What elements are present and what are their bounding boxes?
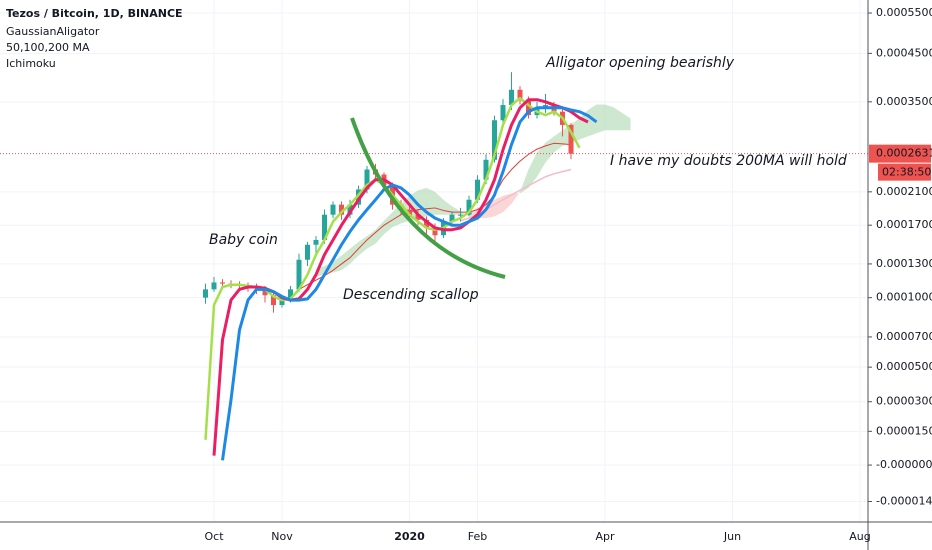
scallop-arc: [350, 117, 506, 279]
axes: 0.0005500 0.0004500 0.0003500 0.0002100 0.00…: [204, 6, 932, 543]
cloud-segment: [613, 107, 622, 131]
y-tick-label: 0.0001000: [876, 291, 932, 304]
cloud-segment: [358, 236, 367, 256]
candle-body: [407, 209, 412, 215]
cloud-segment: [528, 152, 537, 188]
x-tick-label: 2020: [394, 530, 425, 543]
candle-body: [322, 214, 327, 240]
candle-body: [330, 204, 336, 215]
indicator-line: [298, 142, 572, 290]
x-tick-label: Jun: [723, 530, 741, 543]
candle-body: [458, 214, 463, 216]
labels: Tezos / Bitcoin, 1D, BINANCE GaussianAli…: [6, 7, 847, 303]
indicator-label: Ichimoku: [6, 57, 56, 70]
candle-body: [424, 219, 429, 228]
y-tick-label: 0.0000500: [876, 360, 932, 373]
countdown-box: [878, 163, 931, 181]
candle-body: [466, 199, 472, 215]
y-tick-label: 0.0004500: [876, 46, 932, 59]
candle-body: [305, 244, 310, 260]
cloud-segment: [596, 104, 605, 134]
y-tick-label: 0.0000150: [876, 424, 932, 437]
cloud-segment: [605, 104, 614, 131]
y-tick-label: 0.0002100: [876, 185, 932, 198]
cloud-segment: [545, 136, 554, 163]
x-tick-label: Feb: [468, 530, 487, 543]
candle-body: [415, 214, 421, 220]
candle-body: [475, 179, 480, 200]
cloud-segment: [511, 191, 520, 204]
candle-body: [483, 159, 489, 180]
annotation: I have my doubts 200MA will hold: [610, 153, 847, 169]
candle-body: [509, 89, 514, 106]
last-price-label: 0.0002631: [876, 147, 932, 160]
candle-body: [517, 89, 523, 100]
y-tick-label: -0.0000000: [876, 458, 932, 471]
cloud-segment: [537, 142, 546, 177]
y-tick-label: 0.0003500: [876, 95, 932, 108]
cloud-segment: [426, 187, 435, 217]
x-tick-label: Apr: [595, 530, 615, 543]
y-tick-label: 0.0000300: [876, 395, 932, 408]
indicator-line: [204, 96, 581, 440]
candle-body: [356, 189, 361, 205]
candle-body: [500, 105, 506, 121]
candle-body: [339, 204, 344, 215]
y-tick-label: 0.0000700: [876, 330, 932, 343]
indicator-label: GaussianAligator: [6, 25, 100, 38]
candle-body: [364, 169, 370, 190]
chart-title: Tezos / Bitcoin, 1D, BINANCE: [6, 7, 183, 20]
x-tick-label: Aug: [849, 530, 870, 543]
cloud-segment: [384, 212, 393, 235]
candle-body: [296, 259, 302, 290]
x-tick-label: Oct: [204, 530, 224, 543]
candle-body: [220, 282, 225, 284]
x-tick-label: Nov: [271, 530, 293, 543]
y-tick-label: -0.0000140: [876, 494, 932, 507]
indicator-label: 50,100,200 MA: [6, 41, 90, 54]
candle-body: [526, 99, 531, 116]
countdown-label: 02:38:50: [882, 166, 931, 179]
annotation: Descending scallop: [343, 287, 479, 303]
grid: [0, 0, 868, 522]
cloud-segment: [622, 112, 631, 131]
candle-body: [568, 124, 574, 154]
annotation: Baby coin: [209, 232, 278, 248]
y-tick-label: 0.0001700: [876, 218, 932, 231]
candle-body: [313, 239, 319, 245]
annotation: Alligator opening bearishly: [545, 55, 735, 71]
plot-area: [0, 72, 868, 461]
candle-body: [203, 289, 208, 298]
candle-body: [262, 288, 268, 296]
cloud-segment: [418, 187, 427, 219]
indicator-line: [221, 106, 598, 461]
cloud-segment: [554, 130, 563, 153]
candle-body: [449, 214, 455, 222]
cloud-segment: [341, 248, 350, 271]
candle-body: [492, 120, 497, 160]
candle-body: [279, 300, 285, 306]
candle-body: [432, 227, 438, 236]
candle-body: [288, 289, 293, 301]
candle-body: [271, 295, 276, 306]
last-price-box: [869, 144, 931, 163]
candle-body: [211, 282, 217, 290]
y-tick-label: 0.0005500: [876, 6, 932, 19]
y-tick-label: 0.0001300: [876, 257, 932, 270]
